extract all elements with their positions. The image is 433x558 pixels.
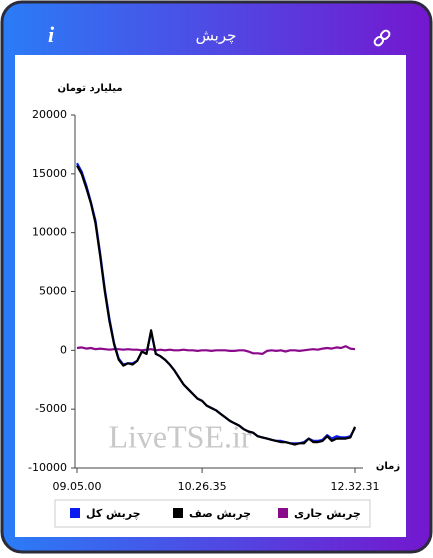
y-tick-label: 0 [60, 343, 67, 356]
series-line [76, 165, 357, 446]
y-tick-label: -10000 [28, 461, 67, 474]
legend-label: چربش جاری [294, 507, 361, 520]
x-axis-label: زمان [376, 461, 400, 472]
x-tick-label: 12.32.31 [331, 480, 380, 493]
panel [15, 55, 406, 537]
y-tick-label: 15000 [32, 167, 67, 180]
y-tick-label: 20000 [32, 108, 67, 121]
info-button[interactable]: i [48, 22, 55, 47]
series-line [76, 345, 356, 355]
legend-swatch [173, 508, 183, 518]
legend-label: چربش کل [86, 507, 141, 520]
legend-swatch [70, 508, 80, 518]
y-axis-label: میلیارد تومان [57, 83, 122, 94]
y-tick-label: 5000 [39, 285, 67, 298]
page-title: چربش [196, 27, 237, 45]
y-tick-label: -5000 [35, 402, 67, 415]
legend-swatch [278, 508, 288, 518]
watermark: LiveTSE.ir [108, 418, 251, 454]
link-button[interactable] [373, 29, 391, 47]
x-tick-label: 10.26.35 [178, 480, 227, 493]
y-tick-label: 10000 [32, 226, 67, 239]
legend-label: چربش صف [189, 507, 251, 520]
x-tick-label: 09.05.00 [53, 480, 102, 493]
legend [54, 499, 371, 528]
